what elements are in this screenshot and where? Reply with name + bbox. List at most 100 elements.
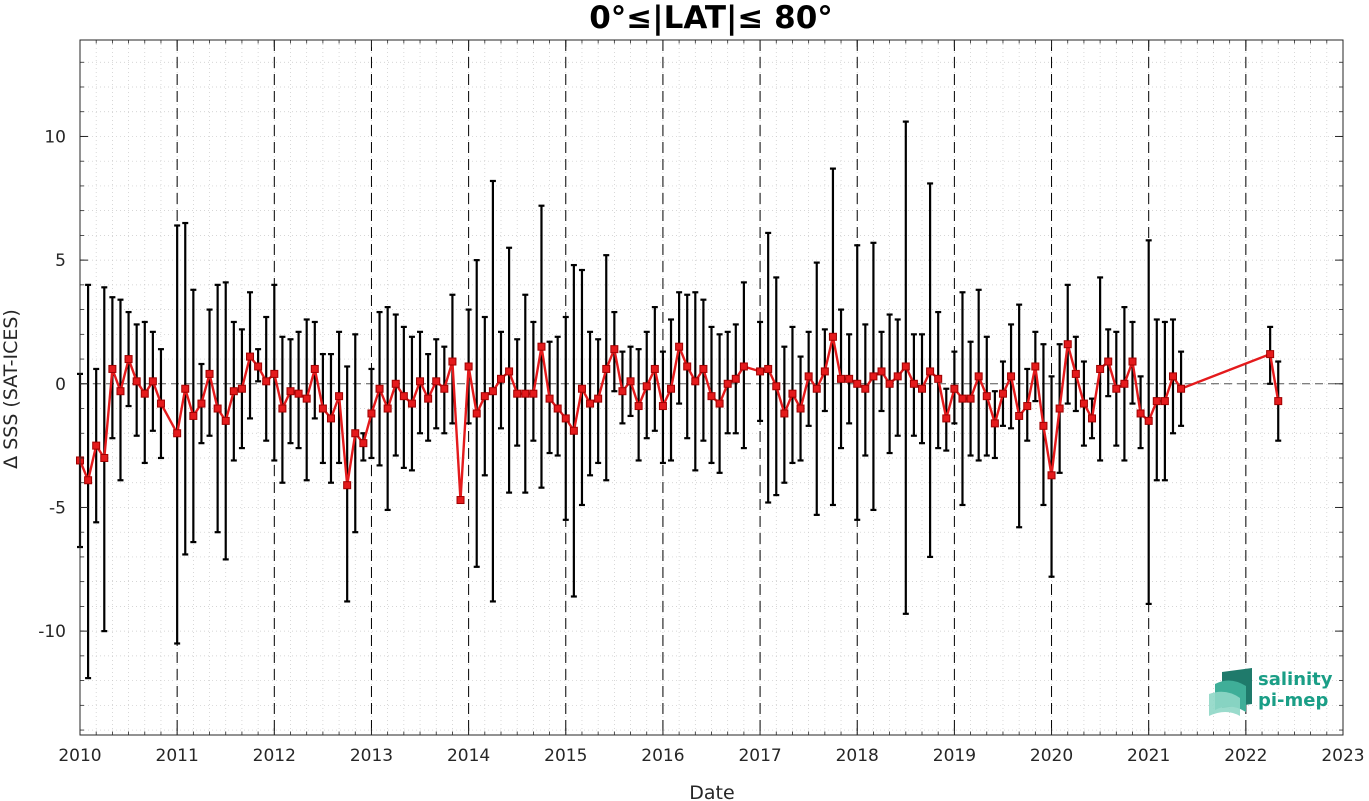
data-point-marker [586,399,595,408]
data-point-marker [926,367,935,376]
data-point-marker [488,387,497,396]
data-point-marker [764,364,773,373]
x-tick-label: 2022 [1224,746,1267,766]
data-point-marker [804,372,813,381]
data-point-marker [942,414,951,423]
data-point-marker [92,441,101,450]
data-point-marker [820,367,829,376]
data-point-marker [124,355,133,364]
data-point-marker [1015,411,1024,420]
data-point-marker [1177,384,1186,393]
data-point-marker [1055,404,1064,413]
data-point-marker [351,429,360,438]
data-point-marker [1168,372,1177,381]
data-point-marker [505,367,514,376]
data-point-marker [262,377,271,386]
data-point-marker [739,362,748,371]
data-point-marker [424,394,433,403]
data-point-marker [918,384,926,393]
data-point-marker [1160,397,1169,406]
data-point-marker [618,387,627,396]
data-point-marker [731,374,740,383]
y-tick-label: 0 [55,375,66,395]
y-tick-label: 10 [44,127,66,147]
data-point-marker [448,357,457,366]
data-point-marker [391,379,400,388]
data-point-marker [383,404,392,413]
data-point-marker [788,389,797,398]
data-point-marker [278,404,287,413]
x-tick-label: 2012 [253,746,296,766]
data-point-marker [837,374,846,383]
data-point-marker [853,379,862,388]
data-point-marker [432,377,441,386]
data-point-marker [440,384,449,393]
data-point-marker [132,377,141,386]
data-point-marker [140,389,149,398]
data-point-marker [990,419,999,428]
data-point-marker [197,399,206,408]
data-point-marker [1144,416,1153,425]
data-point-marker [1128,357,1137,366]
data-point-marker [594,394,603,403]
data-point-marker [189,411,198,420]
series-markers [76,332,1283,505]
x-tick-label: 2011 [156,746,199,766]
data-point-marker [845,374,854,383]
wave-logo-icon [1209,668,1252,716]
data-point-marker [1047,471,1056,480]
data-point-marker [699,364,708,373]
x-tick-label: 2021 [1127,746,1170,766]
data-point-marker [399,392,408,401]
data-point-marker [675,342,684,351]
x-tick-label: 2023 [1321,746,1364,766]
data-point-marker [869,372,878,381]
data-point-marker [1039,421,1048,430]
data-point-marker [1023,402,1032,411]
data-point-marker [156,399,165,408]
data-point-marker [707,392,716,401]
data-point-marker [1079,399,1088,408]
data-point-marker [1063,340,1072,349]
data-point-marker [1031,362,1040,371]
y-tick-label: -10 [38,622,66,642]
data-point-marker [254,362,263,371]
data-point-marker [1152,397,1161,406]
data-point-marker [998,389,1007,398]
data-point-marker [780,409,789,418]
x-tick-label: 2013 [350,746,393,766]
data-point-marker [84,476,93,485]
data-point-marker [610,345,619,354]
data-point-marker [221,416,230,425]
data-point-marker [691,377,700,386]
data-point-marker [934,374,943,383]
data-point-marker [756,367,765,376]
data-point-marker [893,372,902,381]
data-point-marker [901,362,910,371]
data-point-marker [602,364,611,373]
data-point-marker [626,377,635,386]
data-point-marker [497,374,505,383]
data-point-marker [812,384,821,393]
x-tick-label: 2016 [641,746,684,766]
data-point-marker [416,377,425,386]
data-point-marker [173,429,182,438]
data-point-marker [958,394,967,403]
data-point-marker [885,379,894,388]
data-point-marker [1096,364,1105,373]
data-point-marker [650,364,659,373]
data-point-marker [723,379,732,388]
data-point-marker [205,369,214,378]
data-point-marker [796,404,805,413]
data-point-marker [982,392,991,401]
data-point-marker [237,384,246,393]
x-tick-label: 2020 [1030,746,1073,766]
data-point-marker [658,402,667,411]
y-axis-label: Δ SSS (SAT-ICES) [0,309,22,469]
x-tick-label: 2018 [836,746,879,766]
data-point-marker [545,394,554,403]
data-point-marker [513,389,522,398]
data-point-marker [715,399,724,408]
data-point-marker [375,384,384,393]
